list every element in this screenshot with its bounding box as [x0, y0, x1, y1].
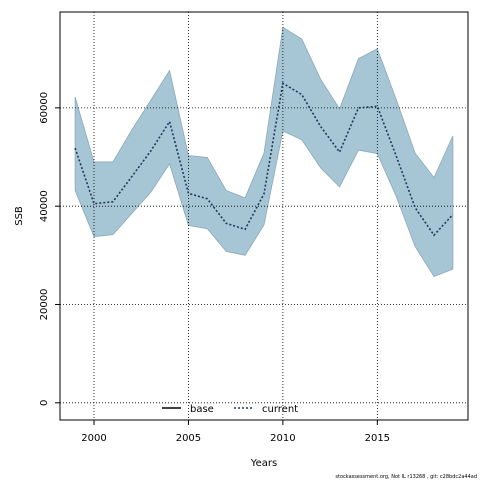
y-axis-title: SSB: [14, 206, 25, 226]
x-tick-label: 2010: [270, 433, 295, 444]
axis-layer: 2000 2005 2010 2015 0 20000 40000 60000: [39, 92, 390, 444]
legend: base current: [162, 404, 298, 415]
y-tick-label: 40000: [39, 190, 50, 222]
series-line-current: [74, 81, 454, 237]
series-line-layer: [74, 81, 454, 237]
y-tick-label: 0: [39, 400, 50, 406]
x-axis-title: Years: [250, 458, 277, 469]
x-tick-label: 2000: [81, 433, 106, 444]
legend-label-base: base: [190, 404, 214, 415]
grid-layer: [60, 12, 468, 420]
confidence-band-current: [74, 26, 454, 277]
y-tick-label: 20000: [39, 289, 50, 321]
x-tick-label: 2005: [176, 433, 201, 444]
y-tick-label: 60000: [39, 92, 50, 124]
plot-frame: [59, 11, 469, 421]
confidence-band-layer: [74, 26, 454, 277]
footer-credit: stockassessment.org, Not IL r13268 , git…: [335, 474, 477, 480]
x-tick-label: 2015: [365, 433, 390, 444]
legend-label-current: current: [262, 404, 298, 415]
